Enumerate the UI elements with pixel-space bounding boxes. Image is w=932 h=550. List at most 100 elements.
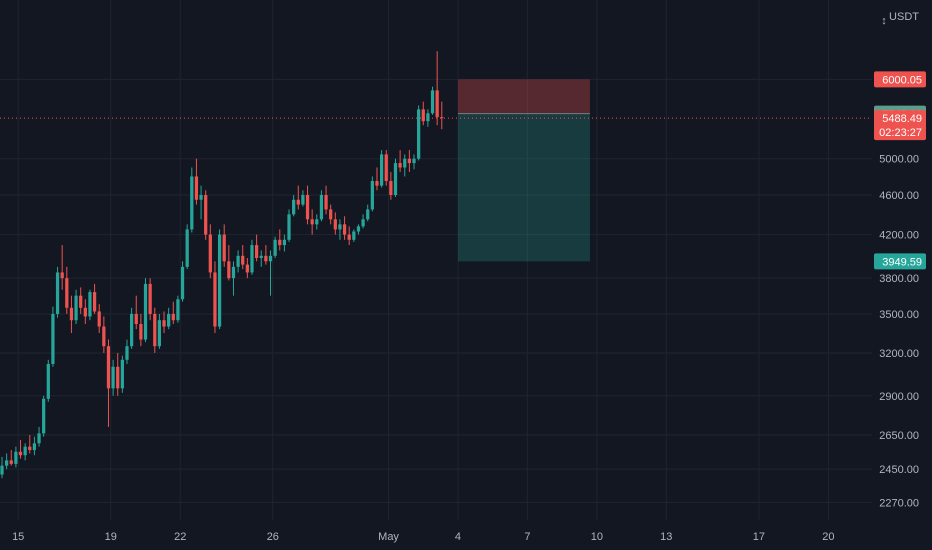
candle <box>37 426 41 447</box>
candle <box>440 101 444 130</box>
x-tick-label: 15 <box>12 531 24 543</box>
scale-icon[interactable]: ↕ <box>881 15 887 27</box>
candle <box>338 219 342 240</box>
x-tick-label: 7 <box>524 531 530 543</box>
candles <box>0 51 444 479</box>
candle-body <box>213 272 217 327</box>
candle-body <box>361 219 365 227</box>
candle <box>282 234 287 252</box>
candle <box>273 236 277 259</box>
candle <box>278 229 282 251</box>
candle <box>361 214 365 229</box>
candle-body <box>74 295 78 321</box>
candle-body <box>217 234 222 327</box>
x-tick-label: 4 <box>455 531 461 543</box>
x-tick-label: 22 <box>174 531 186 543</box>
x-tick-label: 19 <box>105 531 117 543</box>
target-price-tag <box>874 253 926 270</box>
candle <box>143 278 148 343</box>
candle-body <box>287 214 291 240</box>
candle-body <box>120 359 124 389</box>
candle-body <box>356 226 361 232</box>
candle <box>162 311 166 334</box>
candle-body <box>208 234 212 273</box>
candle-body <box>222 234 226 262</box>
y-tick-label: 4200.00 <box>879 230 919 242</box>
candle <box>407 150 412 172</box>
candle-body <box>231 266 236 279</box>
candle-body <box>18 451 23 456</box>
candle-body <box>5 460 9 466</box>
candle <box>199 185 203 220</box>
candle <box>254 234 259 262</box>
candle <box>264 245 268 265</box>
candle-body <box>171 313 175 321</box>
candle-body <box>51 313 55 364</box>
candle <box>347 226 351 246</box>
candle-body <box>125 346 129 360</box>
candle-body <box>143 283 148 340</box>
candle <box>389 171 393 200</box>
candle-body <box>389 181 393 195</box>
candle <box>51 306 55 367</box>
candle-body <box>111 366 115 389</box>
candle <box>134 295 138 330</box>
candle-body <box>153 313 157 347</box>
candle <box>342 216 347 240</box>
stop-loss-zone[interactable] <box>457 79 590 114</box>
candle-body <box>241 255 245 265</box>
candle-body <box>310 219 314 225</box>
candle-body <box>398 163 402 168</box>
candle <box>130 307 134 349</box>
x-tick-label: 13 <box>660 531 672 543</box>
candle-body <box>282 239 287 246</box>
candle-body <box>301 194 305 205</box>
candle <box>375 167 379 191</box>
candle <box>0 456 4 479</box>
candle <box>148 278 152 321</box>
candle <box>310 209 314 235</box>
candle <box>301 190 305 207</box>
candle-body <box>426 113 430 122</box>
candle <box>9 450 13 466</box>
candle-body <box>268 255 273 262</box>
candle-body <box>245 264 249 273</box>
candle-body <box>83 307 87 317</box>
position-zones <box>457 79 590 262</box>
candle <box>245 258 249 279</box>
candle-body <box>162 320 166 327</box>
candle <box>42 395 46 437</box>
y-tick-label: 2270.00 <box>879 497 919 509</box>
candle <box>83 299 87 325</box>
x-tick-label: 17 <box>753 531 765 543</box>
candle-body <box>37 433 41 444</box>
candle-body <box>69 307 74 321</box>
candle-body <box>28 446 32 451</box>
candle <box>139 313 143 347</box>
current-price-tag <box>874 110 926 141</box>
stop-price-tag-label: 6000.05 <box>882 74 922 86</box>
candle-body <box>384 154 388 182</box>
candle <box>305 185 310 225</box>
candle <box>296 185 300 210</box>
candle <box>287 209 291 242</box>
candle-body <box>333 219 337 230</box>
candle <box>204 190 208 240</box>
candle <box>79 287 83 314</box>
target-price-tag-label: 3949.59 <box>882 256 922 268</box>
candle-body <box>259 255 263 259</box>
candle <box>403 154 407 177</box>
candle-body <box>366 209 370 220</box>
candle-body <box>393 163 398 195</box>
candle <box>157 313 162 349</box>
x-tick-label: May <box>378 531 399 543</box>
candle <box>250 239 254 275</box>
countdown-label: 02:23:27 <box>879 127 922 139</box>
candle-body <box>435 90 439 118</box>
candle <box>102 316 106 353</box>
current-price-tag-label: 5488.49 <box>882 113 922 125</box>
candle-body <box>9 460 13 464</box>
candle-body <box>440 117 444 119</box>
take-profit-zone[interactable] <box>457 113 590 262</box>
